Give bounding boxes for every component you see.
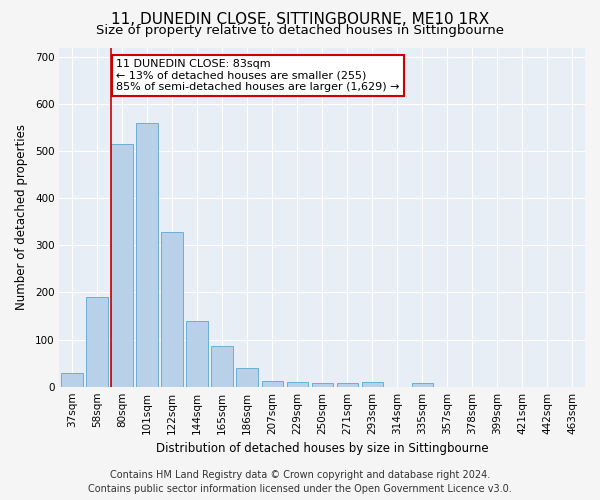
Bar (236, 368, 258, 386)
Bar (187, 320, 208, 386)
Bar (262, 380, 283, 386)
Bar (412, 384, 433, 386)
Bar (362, 382, 383, 386)
Bar (287, 382, 308, 386)
Text: Size of property relative to detached houses in Sittingbourne: Size of property relative to detached ho… (96, 24, 504, 37)
Bar (61, 372, 83, 386)
Bar (112, 144, 133, 386)
Text: Contains HM Land Registry data © Crown copyright and database right 2024.
Contai: Contains HM Land Registry data © Crown c… (88, 470, 512, 494)
Bar (86, 297, 107, 386)
Bar (211, 346, 233, 387)
Text: 11 DUNEDIN CLOSE: 83sqm
← 13% of detached houses are smaller (255)
85% of semi-d: 11 DUNEDIN CLOSE: 83sqm ← 13% of detache… (116, 60, 400, 92)
Text: 11, DUNEDIN CLOSE, SITTINGBOURNE, ME10 1RX: 11, DUNEDIN CLOSE, SITTINGBOURNE, ME10 1… (111, 12, 489, 28)
Bar (311, 383, 333, 386)
Bar (337, 383, 358, 386)
Title: 11, DUNEDIN CLOSE, SITTINGBOURNE, ME10 1RX
Size of property relative to detached: 11, DUNEDIN CLOSE, SITTINGBOURNE, ME10 1… (0, 499, 1, 500)
X-axis label: Distribution of detached houses by size in Sittingbourne: Distribution of detached houses by size … (156, 442, 488, 455)
Y-axis label: Number of detached properties: Number of detached properties (15, 124, 28, 310)
Bar (136, 123, 158, 386)
Bar (161, 232, 182, 386)
